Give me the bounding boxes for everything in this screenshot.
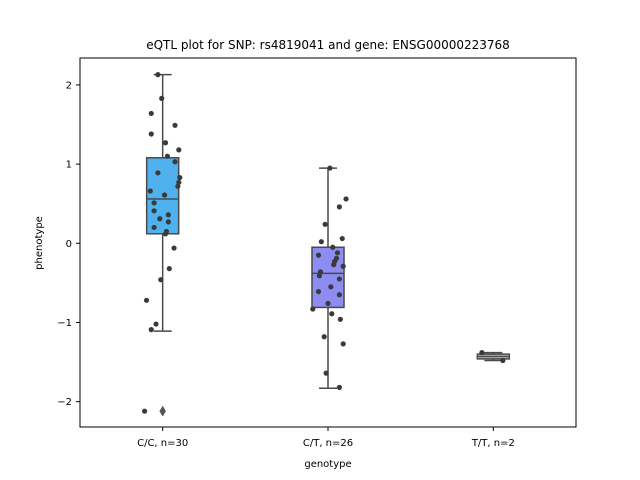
data-point [172,159,178,165]
data-point [336,384,342,391]
data-point [315,288,322,295]
data-point [336,292,342,298]
data-point [330,244,336,250]
outlier-marker [159,405,166,417]
data-point [177,174,183,181]
data-point [159,95,165,101]
data-point [153,321,159,327]
data-point [323,370,329,376]
data-point [151,208,157,214]
data-point [315,252,322,258]
data-point [147,188,153,194]
x-tick-label: C/T, n=26 [303,438,353,449]
data-point [321,334,327,340]
x-axis-label: genotype [304,459,351,470]
data-point [165,212,171,218]
data-point [148,110,154,117]
data-point [148,327,154,333]
data-point [162,231,169,237]
data-point [331,262,337,268]
data-point [336,276,342,282]
data-point [157,216,163,222]
y-tick-label: −2 [57,397,72,408]
data-point [171,245,177,251]
box-group-3 [476,349,511,364]
data-point [166,266,172,272]
data-point [343,196,349,202]
y-axis-label: phenotype [34,216,45,270]
data-point [317,269,323,275]
y-tick-label: 0 [66,239,72,250]
data-point [143,297,150,303]
data-point [500,357,506,364]
chart-title: eQTL plot for SNP: rs4819041 and gene: E… [146,38,510,52]
data-point [322,221,328,227]
data-point [339,235,345,242]
data-point [175,183,181,189]
data-point [318,239,324,245]
data-point [340,263,346,269]
data-point [161,192,168,198]
data-point [142,408,148,414]
data-point [176,147,182,153]
data-point [325,300,331,307]
x-tick-label: C/C, n=30 [137,438,188,449]
y-tick-label: 1 [66,160,72,171]
data-point [151,200,157,206]
data-point [172,122,178,128]
data-point [340,341,346,347]
data-point [151,224,157,231]
box-group-2 [310,165,349,391]
data-point [148,131,154,137]
data-point [334,250,341,256]
data-point [155,72,161,78]
y-tick-label: −1 [57,318,72,329]
data-point [310,306,316,312]
data-point [316,273,323,279]
data-point [165,219,171,225]
data-point [162,140,169,146]
data-point [336,204,342,210]
data-point [327,165,333,171]
data-point [479,349,485,356]
y-axis: 2 1 0 −1 −2 [57,80,80,408]
x-axis: C/C, n=30 C/T, n=26 T/T, n=2 [137,427,515,449]
data-point [337,316,343,322]
x-tick-label: T/T, n=2 [471,438,515,449]
data-point [158,277,164,283]
data-point [329,311,335,317]
data-point [155,170,161,176]
y-tick-label: 2 [66,80,72,91]
data-point [328,284,334,290]
box-group-1 [142,72,183,417]
data-point [164,153,171,159]
plot-area [142,72,511,417]
data-point [176,179,182,185]
